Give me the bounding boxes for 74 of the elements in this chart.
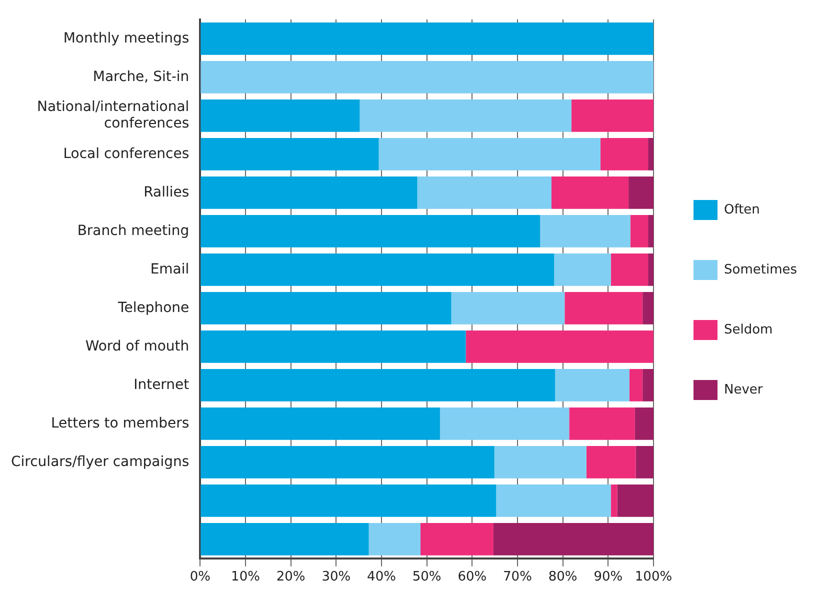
bar (200, 60, 654, 94)
x-tick-label: 40% (367, 570, 396, 585)
bar (378, 138, 600, 170)
bar (200, 292, 452, 324)
bar (629, 368, 643, 402)
bar (466, 330, 654, 363)
x-tick-label: 0% (190, 570, 210, 585)
bar (200, 253, 554, 286)
bar (586, 446, 636, 478)
y-tick-label: National/international conferences (36, 98, 190, 132)
bar (610, 484, 618, 517)
bar (200, 22, 654, 55)
legend-label: Seldom (724, 322, 773, 338)
x-tick-label: 10% (231, 570, 260, 585)
bar (200, 368, 556, 402)
bar (494, 446, 586, 478)
legend-label: Sometimes (724, 262, 798, 278)
bar (540, 214, 630, 248)
x-tick-label: 60% (458, 570, 487, 585)
bar (630, 214, 648, 248)
bar (554, 253, 611, 286)
bar (634, 407, 654, 440)
bar (451, 292, 565, 324)
bar (496, 484, 611, 517)
y-tick-label: Circulars/flyer campaigns (10, 454, 190, 470)
bar (417, 176, 552, 209)
bar (368, 522, 420, 556)
y-tick-label: Branch meeting (77, 222, 190, 239)
bar (564, 292, 643, 324)
x-tick-label: 80% (548, 570, 578, 585)
bar (420, 522, 494, 556)
y-tick-label: Word of mouth (85, 338, 190, 354)
bar (200, 330, 466, 363)
y-tick-label: Marche, Sit-in (92, 68, 190, 85)
bar (200, 214, 540, 248)
bar (636, 446, 654, 478)
x-tick-label: 50% (412, 570, 442, 585)
bar (200, 522, 369, 556)
y-tick-label: Local conferences (63, 146, 190, 162)
x-tick-label: 100% (634, 570, 672, 585)
x-tick-label: 30% (322, 570, 351, 585)
bar (571, 99, 654, 132)
legend-label: Often (724, 202, 760, 218)
bar (200, 484, 496, 517)
bar (648, 253, 654, 286)
bar (440, 407, 570, 440)
bar (600, 138, 648, 170)
bar (628, 176, 654, 209)
x-tick-label: 70% (503, 570, 532, 585)
bar (555, 368, 630, 402)
bar (200, 176, 418, 209)
y-tick-label: Internet (134, 376, 190, 393)
bar (551, 176, 629, 209)
y-tick-label: Letters to members (50, 415, 190, 432)
bar (200, 407, 440, 440)
bar (200, 99, 360, 132)
y-tick-label: Monthly meetings (63, 30, 190, 46)
bar (200, 446, 494, 478)
y-tick-label: Telephone (117, 300, 190, 316)
bar (642, 292, 654, 324)
x-tick-label: 20% (276, 570, 306, 585)
y-tick-label: Rallies (144, 184, 190, 200)
bar (642, 368, 654, 402)
bar (648, 138, 654, 170)
bar (569, 407, 635, 440)
y-tick-label: Email (150, 261, 190, 278)
bar (617, 484, 654, 517)
bar (200, 138, 379, 170)
bar (610, 253, 648, 286)
legend-label: Never (724, 382, 764, 398)
x-tick-label: 90% (594, 570, 623, 585)
bar (360, 99, 572, 132)
bar (493, 522, 654, 556)
bar (648, 214, 654, 248)
